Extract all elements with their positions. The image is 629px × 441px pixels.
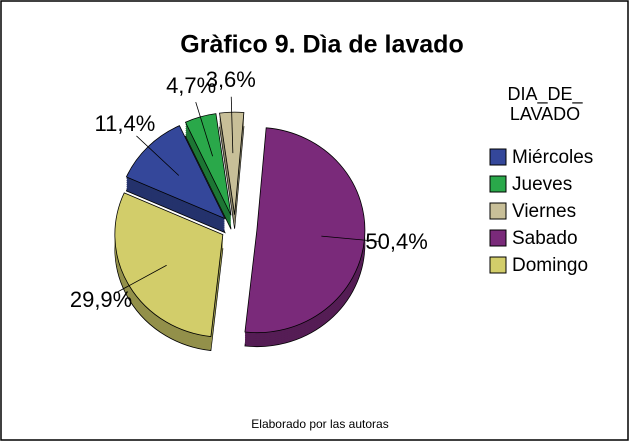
legend-label: Jueves (512, 174, 572, 195)
legend-label: Viernes (512, 201, 576, 222)
legend-title: DIA_DE_ LAVADO (507, 84, 583, 124)
data-label: 29,9% (70, 287, 132, 312)
data-label: 11,4% (95, 111, 156, 136)
label-leader (195, 101, 214, 157)
legend-swatch (489, 175, 507, 193)
legend-swatch (489, 202, 507, 220)
chart-note: Elaborado por las autoras (251, 417, 388, 431)
legend-label: Sabado (512, 228, 578, 249)
legend-swatch (489, 256, 507, 274)
legend-label: Miércoles (512, 147, 593, 168)
label-leader (114, 264, 167, 294)
label-leader (230, 96, 234, 154)
legend-label: Domingo (512, 255, 588, 276)
label-leader (321, 235, 381, 243)
legend-swatch (489, 229, 507, 247)
data-label: 50,4% (365, 229, 427, 254)
legend-swatch (489, 148, 507, 166)
chart-title: Gràfico 9. Dìa de lavado (180, 31, 463, 59)
label-leader (136, 135, 180, 176)
data-label: 3,6% (206, 67, 256, 92)
data-label: 4,7% (166, 73, 216, 98)
